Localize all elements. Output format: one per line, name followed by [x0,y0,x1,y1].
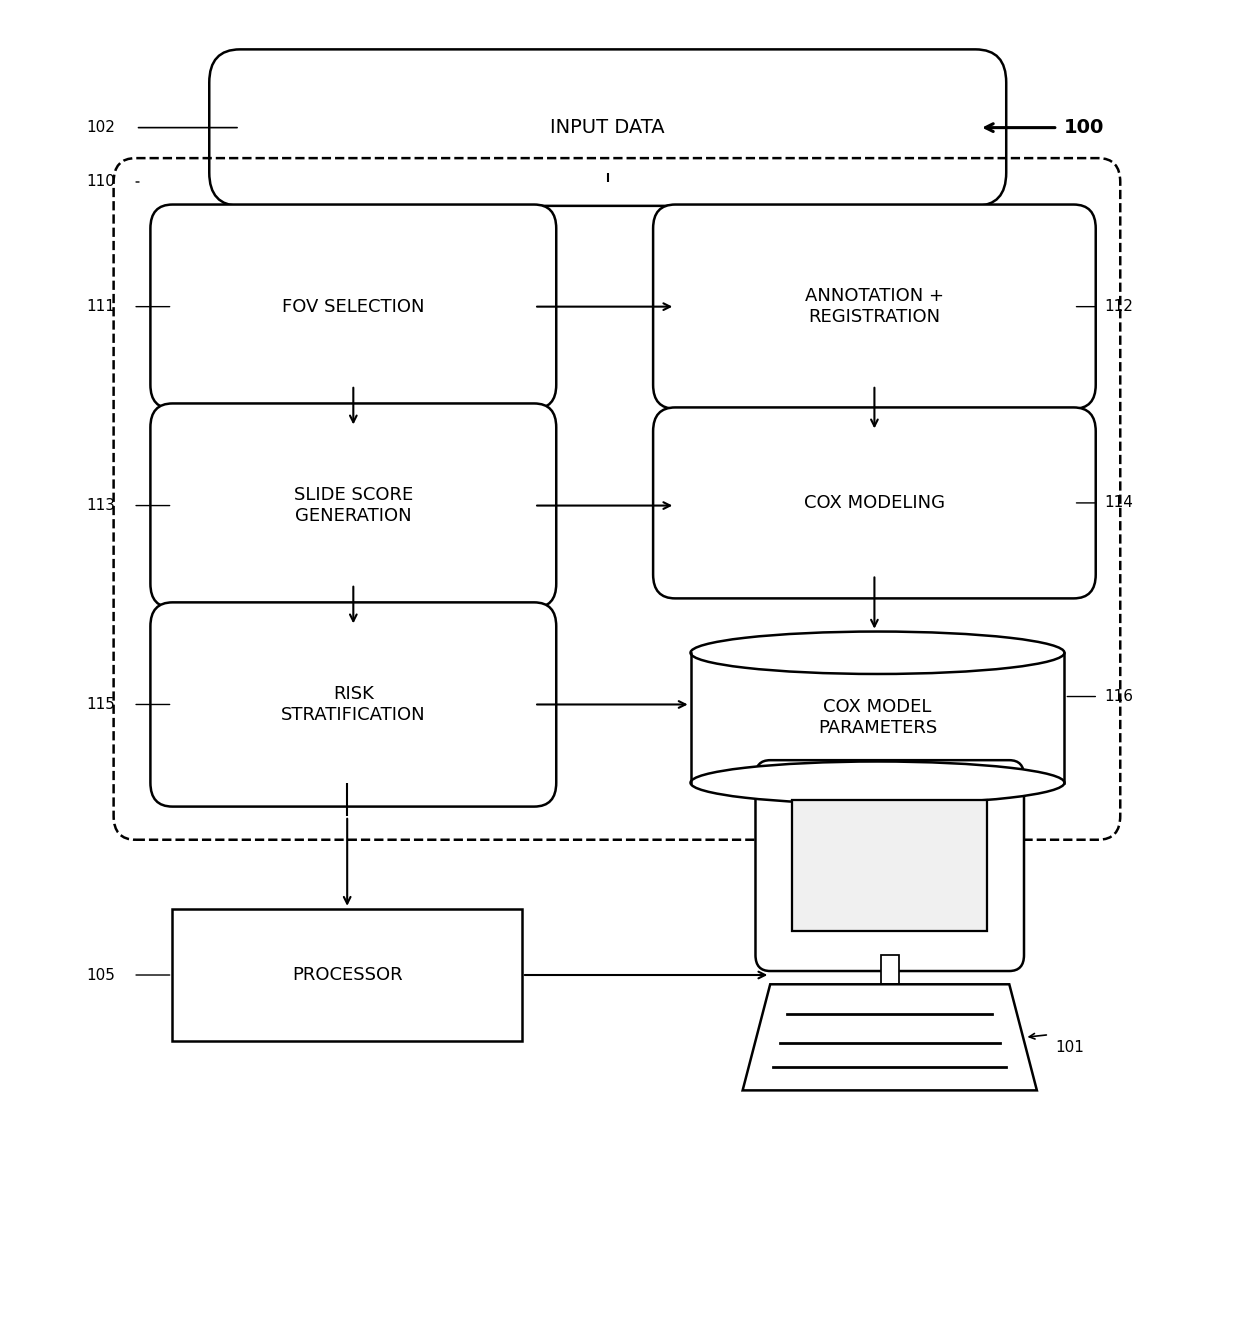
Text: INPUT DATA: INPUT DATA [551,118,665,137]
Text: 113: 113 [87,498,115,513]
Text: 105: 105 [87,967,115,982]
Text: PROCESSOR: PROCESSOR [291,966,403,984]
Text: 101: 101 [1055,1040,1084,1056]
FancyBboxPatch shape [653,407,1096,599]
Text: 111: 111 [87,299,115,314]
Text: ANNOTATION +
REGISTRATION: ANNOTATION + REGISTRATION [805,287,944,326]
FancyBboxPatch shape [150,603,557,807]
Text: 102: 102 [87,121,115,135]
FancyBboxPatch shape [210,50,1006,206]
Bar [691,653,1064,783]
FancyBboxPatch shape [150,205,557,409]
Text: COX MODEL
PARAMETERS: COX MODEL PARAMETERS [818,698,937,737]
Text: FOV SELECTION: FOV SELECTION [281,297,424,316]
Text: 110: 110 [87,174,115,189]
FancyBboxPatch shape [755,760,1024,972]
Bar [880,955,899,985]
Ellipse shape [691,631,1064,674]
FancyBboxPatch shape [653,205,1096,409]
Text: 115: 115 [87,697,115,712]
Text: 114: 114 [1105,496,1133,511]
FancyBboxPatch shape [150,403,557,607]
Text: SLIDE SCORE
GENERATION: SLIDE SCORE GENERATION [294,486,413,525]
Bar [172,909,522,1041]
Ellipse shape [691,761,1064,804]
Text: RISK
STRATIFICATION: RISK STRATIFICATION [281,685,425,724]
Polygon shape [743,985,1037,1091]
Text: COX MODELING: COX MODELING [804,494,945,512]
Text: 112: 112 [1105,299,1133,314]
Text: 116: 116 [1105,689,1133,704]
Bar [792,800,987,931]
Text: 100: 100 [1064,118,1105,137]
